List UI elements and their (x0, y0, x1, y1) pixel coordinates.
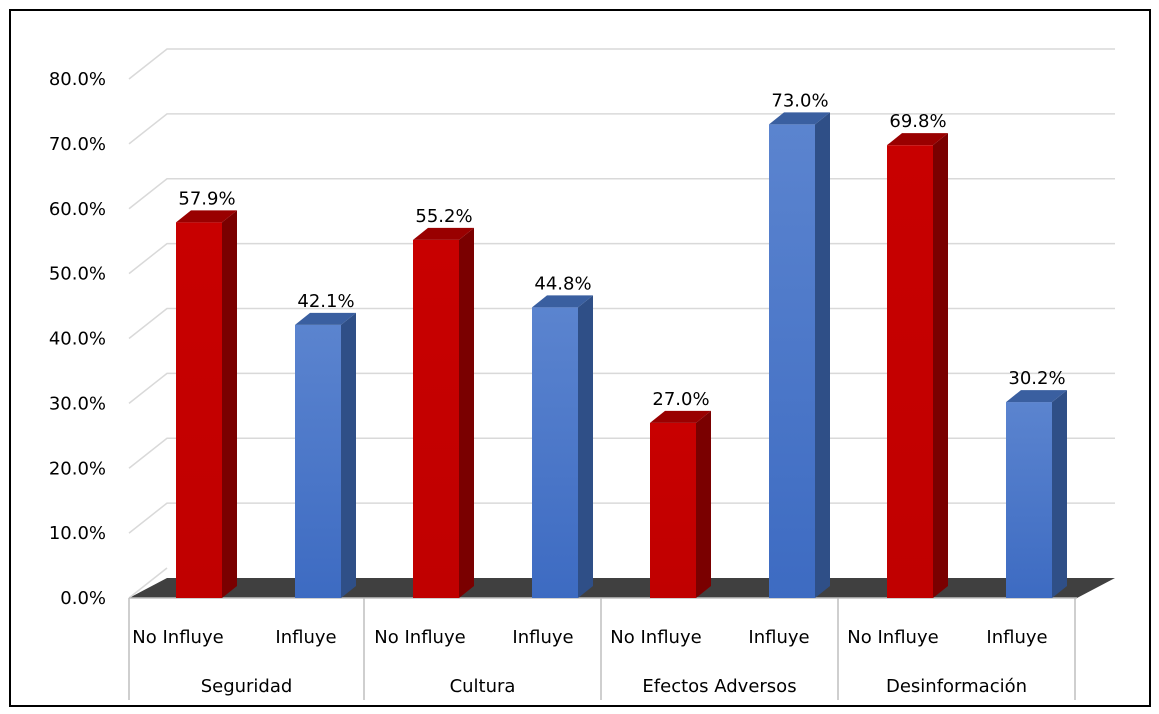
group-label: Seguridad (201, 676, 293, 697)
data-labels: 57.9% 42.1% 55.2% 44.8% 27.0% 73.0% 69.8% 30.2% (178, 90, 1065, 409)
y-tick-label: 20.0% (49, 458, 106, 479)
bar-side (696, 410, 711, 598)
y-tick-label: 0.0% (60, 588, 106, 609)
data-label: 73.0% (771, 90, 828, 111)
bar-influye (769, 112, 830, 598)
data-label: 42.1% (297, 291, 354, 312)
category-label: No Influye (132, 627, 223, 648)
y-tick-label: 70.0% (49, 134, 106, 155)
bar-influye (532, 295, 593, 598)
floor-surface (129, 578, 1115, 598)
group-label: Desinformación (886, 676, 1027, 697)
category-label: No Influye (374, 627, 465, 648)
bar-front (176, 222, 222, 598)
gridline (128, 437, 1115, 469)
group-label: Efectos Adversos (642, 676, 796, 697)
y-tick-label: 30.0% (49, 393, 106, 414)
y-tick-label: 60.0% (49, 199, 106, 220)
bar-top (1006, 390, 1067, 403)
bar-side (341, 312, 356, 598)
bar-top (295, 312, 356, 325)
data-label: 27.0% (652, 389, 709, 410)
bar-top (176, 210, 237, 223)
gridline (128, 502, 1115, 534)
gridline (128, 48, 1115, 80)
floor-edge (128, 567, 168, 599)
x-axis: No Influye Influye No Influye Influye No Inf… (128, 598, 1076, 700)
chart-floor (128, 567, 1115, 599)
bar-side (1052, 390, 1067, 598)
data-label: 57.9% (178, 188, 235, 209)
gridline (128, 372, 1115, 404)
bar-front (887, 145, 933, 599)
bar-side (578, 295, 593, 598)
gridlines (128, 48, 1115, 534)
bar-no-influye (650, 410, 711, 598)
bar-top (413, 227, 474, 240)
category-label: Influye (748, 627, 809, 648)
data-label: 30.2% (1008, 368, 1065, 389)
bar-top (650, 410, 711, 423)
category-label: Influye (986, 627, 1047, 648)
y-tick-label: 50.0% (49, 264, 106, 285)
data-label: 44.8% (534, 273, 591, 294)
bar-no-influye (413, 227, 474, 598)
gridline (128, 242, 1115, 275)
bar-top (769, 112, 830, 125)
category-label: No Influye (847, 627, 938, 648)
group-label: Cultura (450, 676, 516, 697)
data-label: 69.8% (889, 111, 946, 132)
bar-side (459, 227, 474, 598)
category-label: Influye (512, 627, 573, 648)
y-tick-label: 80.0% (49, 69, 106, 90)
bar-side (815, 112, 830, 598)
bar-front (413, 239, 459, 598)
bar-front (532, 307, 578, 598)
bar-front (1006, 402, 1052, 598)
data-label: 55.2% (415, 206, 472, 227)
bar-side (933, 133, 948, 599)
bar-side (222, 210, 237, 598)
bar-influye (295, 312, 356, 598)
y-tick-label: 10.0% (49, 523, 106, 544)
bar-front (295, 324, 341, 598)
bar-top (887, 133, 948, 146)
bar-front (769, 124, 815, 598)
category-label: Influye (275, 627, 336, 648)
y-tick-label: 40.0% (49, 329, 106, 350)
bar-front (650, 422, 696, 598)
bar-no-influye (887, 133, 948, 599)
bar-top (532, 295, 593, 308)
category-label: No Influye (610, 627, 701, 648)
gridline (128, 307, 1115, 340)
bar-influye (1006, 390, 1067, 598)
bar-no-influye (176, 210, 237, 598)
gridline (128, 113, 1115, 145)
bars (176, 112, 1067, 599)
y-axis-ticks: 0.0% 10.0% 20.0% 30.0% 40.0% 50.0% 60.0% 70.0% 8… (49, 69, 106, 609)
gridline (128, 178, 1115, 210)
